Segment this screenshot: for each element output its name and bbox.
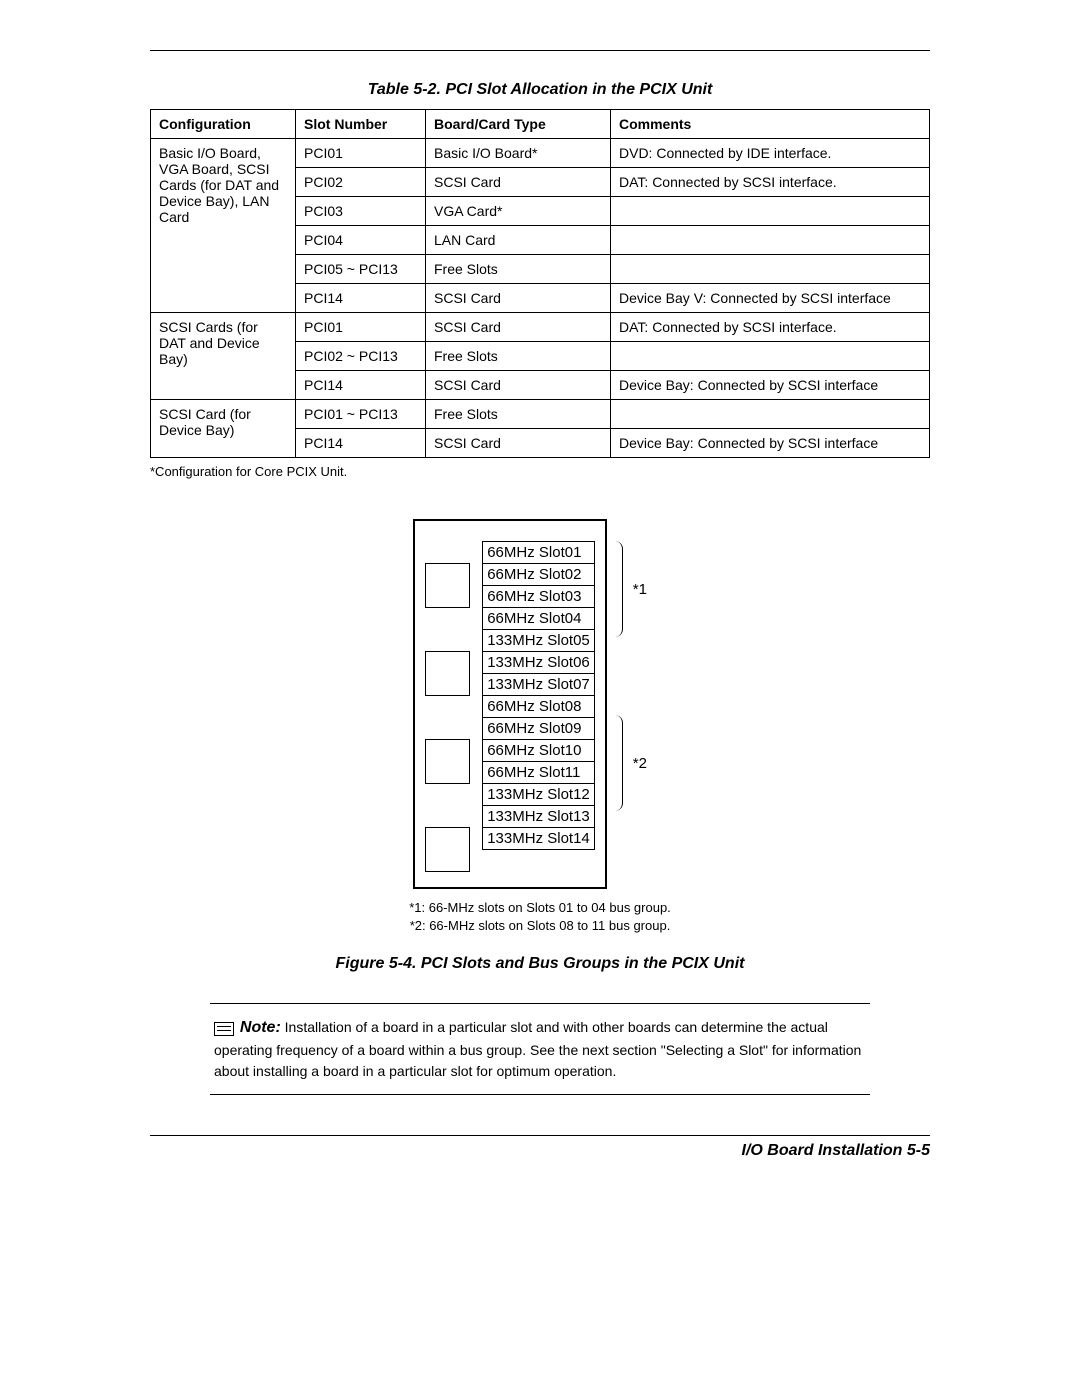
slot-entry: 66MHz Slot10: [482, 740, 595, 762]
slot-cell: PCI02: [296, 168, 426, 197]
bracket-2-label: *2: [633, 755, 647, 772]
col-config: Configuration: [151, 110, 296, 139]
square-2: [425, 651, 470, 696]
card-cell: VGA Card*: [426, 197, 611, 226]
col-card: Board/Card Type: [426, 110, 611, 139]
slot-cell: PCI14: [296, 371, 426, 400]
card-cell: SCSI Card: [426, 313, 611, 342]
slot-entry: 133MHz Slot12: [482, 784, 595, 806]
slot-cell: PCI03: [296, 197, 426, 226]
table-row: SCSI Cards (for DAT and Device Bay)PCI01…: [151, 313, 930, 342]
slot-entry: 133MHz Slot13: [482, 806, 595, 828]
slot-entry: 133MHz Slot06: [482, 652, 595, 674]
slot-entry: 66MHz Slot02: [482, 564, 595, 586]
bracket-1-label: *1: [633, 581, 647, 598]
card-cell: Free Slots: [426, 342, 611, 371]
pci-table: Configuration Slot Number Board/Card Typ…: [150, 109, 930, 458]
slot-entry: 133MHz Slot05: [482, 630, 595, 652]
footer-rule: [150, 1135, 930, 1136]
page-footer: I/O Board Installation 5-5: [150, 1142, 930, 1160]
col-slot: Slot Number: [296, 110, 426, 139]
figure-title: Figure 5-4. PCI Slots and Bus Groups in …: [150, 955, 930, 973]
slot-entry: 66MHz Slot01: [482, 541, 595, 564]
slot-cell: PCI02 ~ PCI13: [296, 342, 426, 371]
slot-entry: 66MHz Slot08: [482, 696, 595, 718]
slot-entry: 133MHz Slot14: [482, 828, 595, 850]
slot-cell: PCI05 ~ PCI13: [296, 255, 426, 284]
comment-cell: DVD: Connected by IDE interface.: [611, 139, 930, 168]
table-header-row: Configuration Slot Number Board/Card Typ…: [151, 110, 930, 139]
card-cell: SCSI Card: [426, 284, 611, 313]
slot-cell: PCI14: [296, 284, 426, 313]
comment-cell: [611, 342, 930, 371]
slot-entry: 133MHz Slot07: [482, 674, 595, 696]
config-cell: SCSI Cards (for DAT and Device Bay): [151, 313, 296, 400]
slot-cell: PCI14: [296, 429, 426, 458]
comment-cell: [611, 400, 930, 429]
card-cell: LAN Card: [426, 226, 611, 255]
slot-entry: 66MHz Slot09: [482, 718, 595, 740]
card-cell: Basic I/O Board*: [426, 139, 611, 168]
comment-cell: DAT: Connected by SCSI interface.: [611, 313, 930, 342]
slot-entry: 66MHz Slot03: [482, 586, 595, 608]
slot-cell: PCI04: [296, 226, 426, 255]
top-rule: [150, 50, 930, 51]
note-label: Note:: [240, 1019, 281, 1036]
card-cell: SCSI Card: [426, 371, 611, 400]
square-1: [425, 563, 470, 608]
table-footnote: *Configuration for Core PCIX Unit.: [150, 464, 930, 479]
comment-cell: [611, 197, 930, 226]
slot-cell: PCI01: [296, 313, 426, 342]
comment-cell: Device Bay: Connected by SCSI interface: [611, 429, 930, 458]
slot-entry: 66MHz Slot11: [482, 762, 595, 784]
note-box: Note: Installation of a board in a parti…: [210, 1003, 870, 1095]
comment-cell: Device Bay V: Connected by SCSI interfac…: [611, 284, 930, 313]
square-3: [425, 739, 470, 784]
slot-cell: PCI01: [296, 139, 426, 168]
card-cell: Free Slots: [426, 255, 611, 284]
diagram-footnote-1: *1: 66-MHz slots on Slots 01 to 04 bus g…: [150, 899, 930, 917]
table-title: Table 5-2. PCI Slot Allocation in the PC…: [150, 81, 930, 99]
note-icon: [214, 1022, 234, 1036]
diagram-footnote-2: *2: 66-MHz slots on Slots 08 to 11 bus g…: [150, 917, 930, 935]
col-comment: Comments: [611, 110, 930, 139]
table-row: SCSI Card (for Device Bay)PCI01 ~ PCI13F…: [151, 400, 930, 429]
comment-cell: [611, 255, 930, 284]
square-4: [425, 827, 470, 872]
slot-entry: 66MHz Slot04: [482, 608, 595, 630]
card-cell: Free Slots: [426, 400, 611, 429]
card-cell: SCSI Card: [426, 429, 611, 458]
config-cell: Basic I/O Board, VGA Board, SCSI Cards (…: [151, 139, 296, 313]
comment-cell: [611, 226, 930, 255]
slot-cell: PCI01 ~ PCI13: [296, 400, 426, 429]
slot-diagram: 66MHz Slot0166MHz Slot0266MHz Slot0366MH…: [150, 519, 930, 889]
config-cell: SCSI Card (for Device Bay): [151, 400, 296, 458]
comment-cell: Device Bay: Connected by SCSI interface: [611, 371, 930, 400]
comment-cell: DAT: Connected by SCSI interface.: [611, 168, 930, 197]
card-cell: SCSI Card: [426, 168, 611, 197]
note-text: Installation of a board in a particular …: [214, 1019, 861, 1079]
table-row: Basic I/O Board, VGA Board, SCSI Cards (…: [151, 139, 930, 168]
